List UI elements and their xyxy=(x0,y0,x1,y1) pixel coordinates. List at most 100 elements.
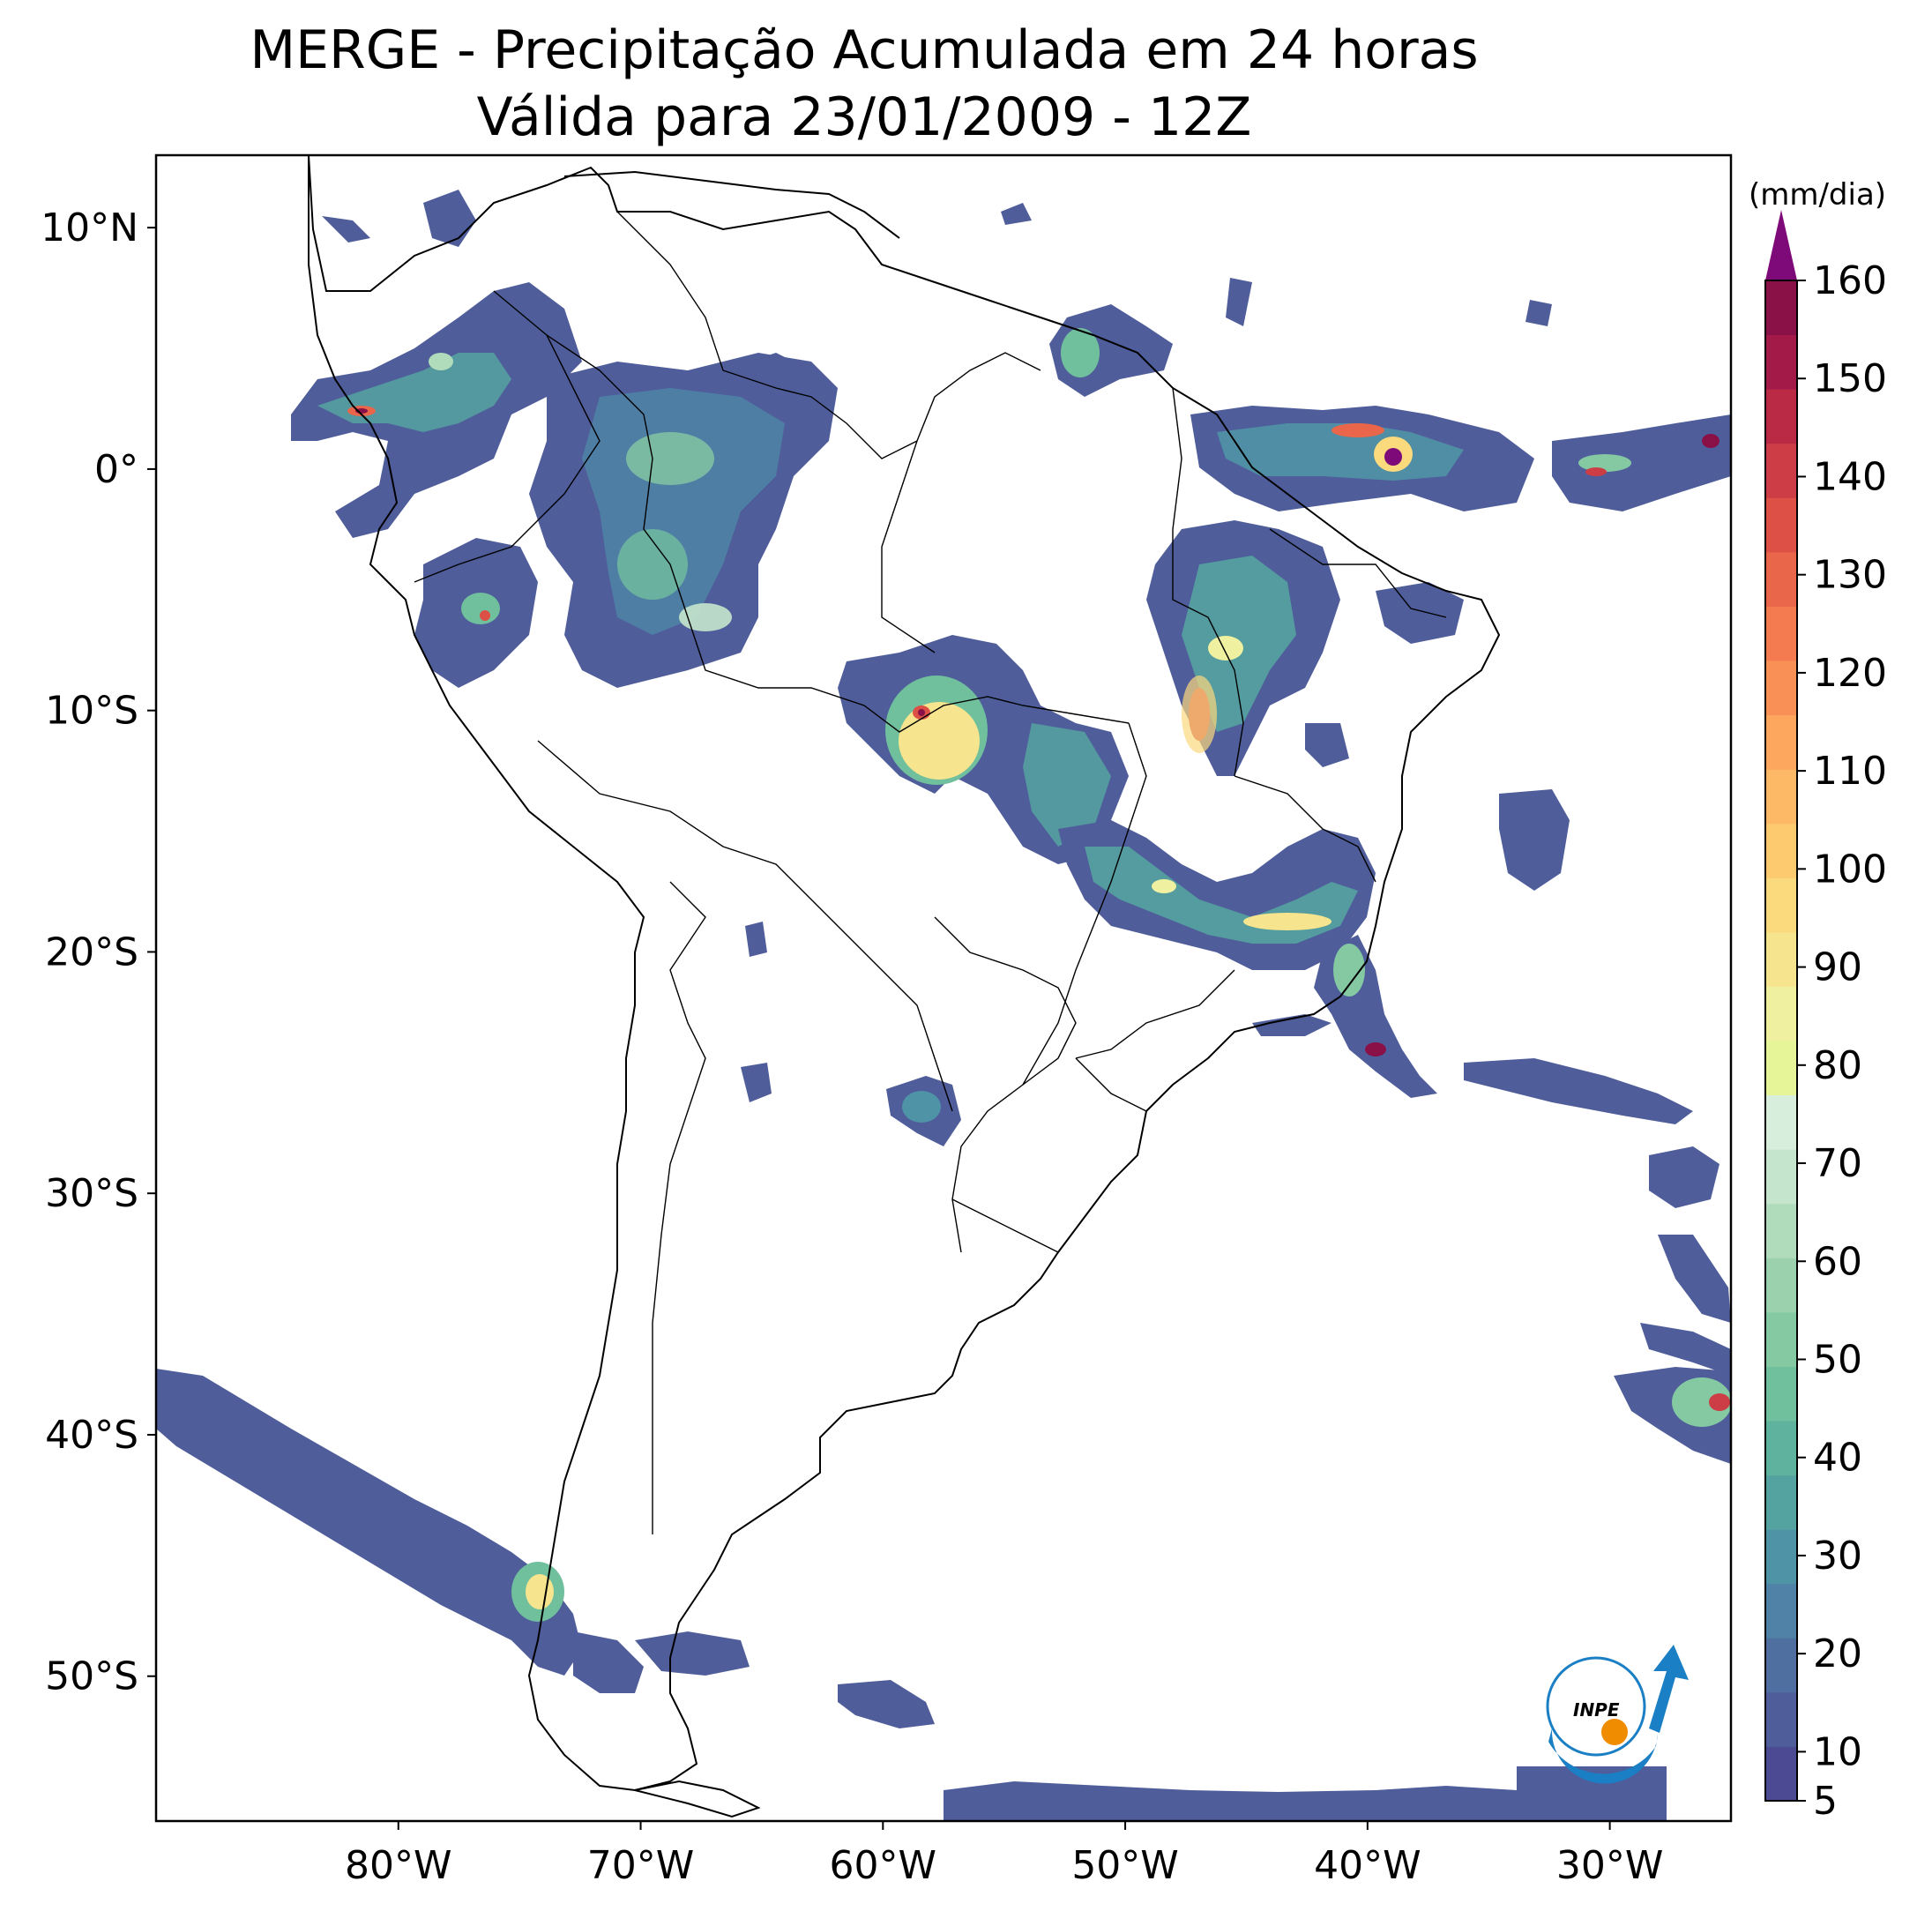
colorbar-segment xyxy=(1765,389,1797,444)
colorbar-segment xyxy=(1765,1691,1797,1747)
lon-tick-label: 30°W xyxy=(1556,1843,1664,1888)
lon-tick-label: 70°W xyxy=(587,1843,695,1888)
map-title: MERGE - Precipitação Acumulada em 24 hor… xyxy=(250,19,1479,81)
precip-area xyxy=(1552,414,1731,511)
tierra-del-fuego xyxy=(634,1780,761,1818)
precip-area xyxy=(944,1766,1667,1821)
border-line xyxy=(537,740,953,1112)
colorbar-segment xyxy=(1765,714,1797,770)
colorbar-segment xyxy=(1765,1638,1797,1693)
colorbar-tick-label: 100 xyxy=(1813,847,1887,892)
precip-area xyxy=(1305,723,1349,767)
coastlines xyxy=(308,155,1501,1818)
colorbar-segment xyxy=(1765,551,1797,607)
colorbar-segment xyxy=(1765,1529,1797,1585)
colorbar-tick-label: 110 xyxy=(1813,749,1887,794)
colorbar-segment xyxy=(1765,606,1797,661)
colorbar-segment xyxy=(1765,986,1797,1041)
border-line xyxy=(1172,387,1244,777)
inpe-logo: INPE xyxy=(1546,1645,1689,1784)
colorbar-tick-label: 50 xyxy=(1813,1337,1862,1382)
lon-tick-label: 80°W xyxy=(345,1843,452,1888)
border-line xyxy=(493,290,1130,733)
map-frame xyxy=(154,153,1733,1823)
precip-area xyxy=(156,1369,582,1676)
precip-area xyxy=(745,922,767,957)
colorbar-segment xyxy=(1765,769,1797,825)
latitude-ticks: 10°N 0° 10°S 20°S 30°S 40°S 50°S xyxy=(41,205,156,1699)
logo-ring xyxy=(1546,1656,1646,1757)
precip-area xyxy=(1001,203,1032,225)
lat-tick-label: 0° xyxy=(94,447,138,492)
border-line xyxy=(1022,722,1147,1086)
colorbar-segment xyxy=(1765,1094,1797,1150)
precip-area xyxy=(1226,278,1252,326)
colorbar-tick-label: 140 xyxy=(1813,454,1887,499)
colorbar-segment xyxy=(1765,1258,1797,1313)
precip-area xyxy=(1473,445,1503,463)
longitude-ticks: 80°W 70°W 60°W 50°W 40°W 30°W xyxy=(345,1821,1663,1888)
map-subtitle: Válida para 23/01/2009 - 12Z xyxy=(476,86,1252,148)
lat-tick-label: 10°S xyxy=(45,689,138,734)
colorbar-tick-label: 120 xyxy=(1813,651,1887,696)
colorbar-segment xyxy=(1765,1366,1797,1422)
precip-area xyxy=(750,353,811,388)
colorbar-tick-label: 10 xyxy=(1813,1729,1862,1774)
colorbar-segment xyxy=(1765,1583,1797,1639)
colorbar-tick-label: 60 xyxy=(1813,1239,1862,1284)
colorbar-tick-label: 40 xyxy=(1813,1436,1862,1481)
colorbar-tick-label: 80 xyxy=(1813,1043,1862,1088)
caribbean-coast xyxy=(563,170,900,239)
colorbar-tick-label: 70 xyxy=(1813,1141,1862,1186)
colorbar-segment xyxy=(1765,931,1797,987)
colorbar-segment xyxy=(1765,823,1797,878)
colorbar-segment xyxy=(1765,1746,1797,1802)
border-line xyxy=(616,211,1041,459)
border-line xyxy=(1075,1057,1147,1112)
lat-tick-label: 30°S xyxy=(45,1171,138,1216)
lat-tick-label: 20°S xyxy=(45,929,138,974)
precipitation-field xyxy=(156,190,1731,1821)
colorbar-tick-label: 130 xyxy=(1813,553,1887,598)
map-area xyxy=(156,155,1731,1821)
precip-area xyxy=(573,1631,644,1693)
lat-tick-label: 50°S xyxy=(45,1654,138,1699)
colorbar: (mm/dia) 5 10 20 30 40 50 60 70 80 90 100 110 120 130… xyxy=(1749,177,1887,1824)
colorbar-segment xyxy=(1765,1311,1797,1367)
colorbar-tick-label: 150 xyxy=(1813,356,1887,401)
colorbar-tick-label: 90 xyxy=(1813,945,1862,990)
country-borders xyxy=(414,211,1447,1534)
colorbar-tick-label: 160 xyxy=(1813,258,1887,303)
precip-area xyxy=(1499,789,1570,891)
colorbar-segment xyxy=(1765,497,1797,553)
border-line xyxy=(414,334,600,583)
south-america-coastline xyxy=(308,155,1501,1792)
precip-area xyxy=(1023,723,1111,847)
colorbar-extend-arrow xyxy=(1765,210,1797,280)
colorbar-segment xyxy=(1765,877,1797,933)
precip-area xyxy=(1640,1323,1731,1376)
border-line xyxy=(652,881,706,1534)
precip-area xyxy=(1376,582,1464,644)
border-line xyxy=(881,440,936,653)
precip-area xyxy=(1658,1235,1731,1323)
precip-area xyxy=(1649,1146,1719,1208)
logo-swoosh xyxy=(1548,1728,1658,1784)
colorbar-tick-label: 5 xyxy=(1813,1779,1838,1824)
lon-tick-label: 50°W xyxy=(1071,1843,1179,1888)
colorbar-frame xyxy=(1764,280,1798,1802)
border-line xyxy=(1234,775,1376,883)
precip-area xyxy=(1525,300,1552,326)
border-line xyxy=(934,916,1077,1253)
colorbar-segment xyxy=(1765,1421,1797,1476)
colorbar-tick-label: 20 xyxy=(1813,1631,1862,1676)
border-line xyxy=(1269,528,1447,618)
border-line xyxy=(951,1198,1059,1253)
precip-area xyxy=(838,1680,935,1728)
colorbar-tick-label: 30 xyxy=(1813,1534,1862,1579)
colorbar-segment xyxy=(1765,1149,1797,1205)
lat-tick-label: 40°S xyxy=(45,1413,138,1458)
colorbar-segment xyxy=(1765,1474,1797,1530)
